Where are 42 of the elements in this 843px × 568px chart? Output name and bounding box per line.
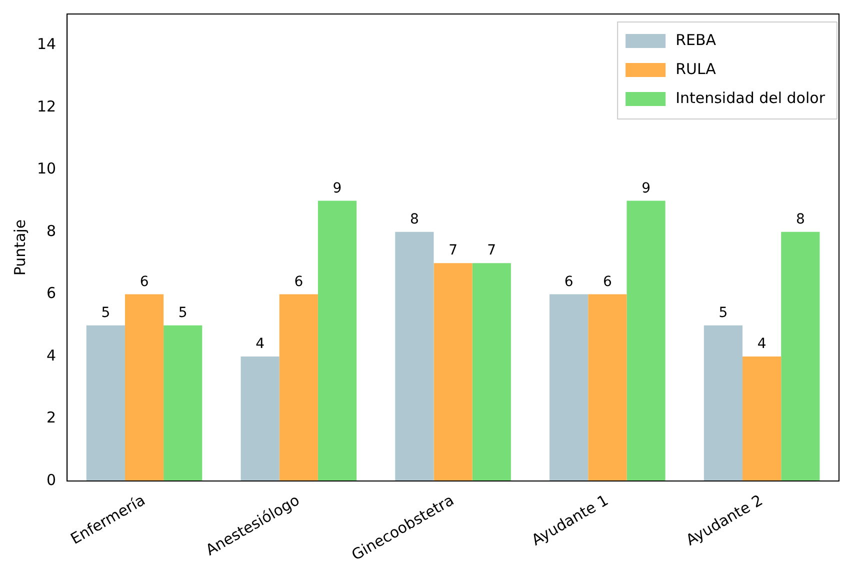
bar [742,356,782,482]
legend-label: REBA [676,30,717,49]
data-label: 6 [140,274,149,290]
bar [781,232,820,482]
data-label: 4 [256,336,265,352]
data-label: 5 [101,304,110,321]
y-tick-label: 8 [46,222,56,240]
bar [318,200,357,482]
y-axis-title: Puntaje [10,219,29,276]
y-tick-label: 2 [46,408,56,427]
data-label: 9 [332,180,342,196]
legend-label: RULA [676,60,717,78]
y-tick-label: 0 [46,470,56,489]
data-label: 7 [487,242,496,259]
y-tick-label: 14 [36,35,56,54]
data-label: 6 [294,274,304,290]
bar [395,232,434,482]
data-label: 6 [564,274,574,290]
bar [279,294,318,482]
y-tick-label: 12 [36,97,56,116]
data-label: 5 [178,304,188,321]
data-label: 8 [796,212,805,228]
bar [626,200,666,482]
y-tick-label: 4 [46,346,56,364]
data-label: 9 [642,180,650,196]
data-label: 4 [757,336,766,352]
data-label: 6 [602,274,612,290]
bar [550,294,588,482]
bar [86,325,125,482]
data-label: 8 [410,212,419,228]
bar [240,356,280,482]
bar [434,263,472,482]
bar [588,294,627,482]
y-tick-label: 6 [46,284,56,302]
bar [704,325,743,482]
bar [124,294,164,482]
data-label: 5 [718,304,728,321]
legend-label: Intensidad del dolor [676,88,826,107]
y-tick-label: 10 [36,160,56,178]
data-label: 7 [448,242,458,259]
bar [164,325,202,482]
bar [472,263,511,482]
